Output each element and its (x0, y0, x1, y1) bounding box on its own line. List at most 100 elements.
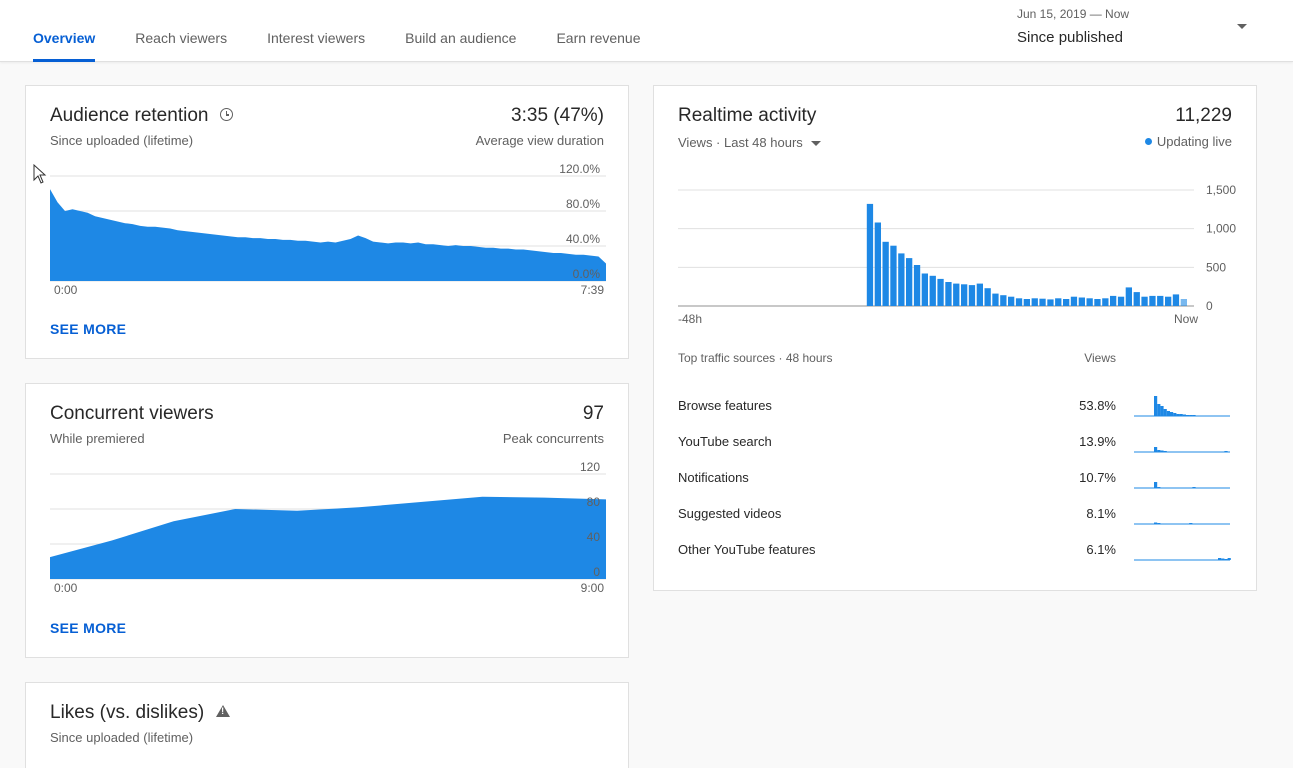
realtime-bar[interactable] (1165, 296, 1172, 306)
retention-area (50, 189, 606, 281)
peak-concurrents-label: Peak concurrents (502, 431, 604, 446)
realtime-bar[interactable] (1141, 296, 1148, 306)
traffic-source-row[interactable]: Suggested videos 8.1% (678, 502, 1232, 526)
realtime-bar[interactable] (898, 253, 905, 306)
concurrent-viewers-subtitle: While premiered (50, 431, 145, 446)
sparkline-bar (1160, 406, 1164, 416)
retention-y-tick: 120.0% (559, 162, 600, 176)
realtime-bar[interactable] (968, 285, 976, 306)
traffic-source-row[interactable]: Notifications 10.7% (678, 466, 1232, 490)
realtime-bar[interactable] (882, 241, 889, 306)
tab-build-audience[interactable]: Build an audience (405, 30, 517, 46)
realtime-bar[interactable] (984, 288, 991, 306)
traffic-sparkline (1134, 396, 1230, 417)
realtime-bar[interactable] (1117, 296, 1125, 306)
realtime-bar[interactable] (1063, 299, 1070, 306)
sparkline-bar (1170, 412, 1174, 416)
realtime-bar[interactable] (1000, 295, 1007, 306)
retention-y-tick: 80.0% (566, 197, 600, 211)
realtime-bar[interactable] (945, 282, 952, 306)
realtime-bar[interactable] (866, 203, 874, 306)
traffic-source-row[interactable]: YouTube search 13.9% (678, 430, 1232, 454)
realtime-bar[interactable] (890, 245, 897, 306)
realtime-bar[interactable] (1149, 295, 1156, 306)
realtime-bar[interactable] (1031, 298, 1038, 306)
concurrent-see-more-button[interactable]: SEE MORE (50, 620, 127, 636)
realtime-views-chart[interactable]: 1,500 1,000 500 0 -48h Now (654, 176, 1258, 326)
traffic-source-row[interactable]: Browse features 53.8% (678, 394, 1232, 418)
retention-see-more-button[interactable]: SEE MORE (50, 321, 127, 337)
realtime-bar[interactable] (906, 258, 913, 306)
audience-retention-chart[interactable]: 120.0% 80.0% 40.0% 0.0% 0:00 7:39 (26, 161, 630, 301)
sparkline-bar (1192, 415, 1196, 416)
realtime-bar[interactable] (1070, 296, 1078, 306)
realtime-bar[interactable] (1180, 299, 1187, 306)
tab-reach-viewers[interactable]: Reach viewers (135, 30, 228, 46)
concurrent-x-start: 0:00 (54, 581, 78, 595)
realtime-bar[interactable] (961, 284, 968, 306)
realtime-bar[interactable] (1023, 299, 1030, 306)
realtime-bar[interactable] (1047, 299, 1054, 306)
realtime-bar[interactable] (1110, 295, 1117, 306)
realtime-bar[interactable] (1086, 298, 1093, 306)
sparkline-bar (1154, 447, 1158, 452)
views-period-dropdown[interactable]: Views · Last 48 hours (678, 135, 821, 150)
sparkline-bar (1195, 415, 1199, 416)
traffic-sparkline (1134, 482, 1230, 489)
concurrent-x-end: 9:00 (581, 581, 605, 595)
realtime-bar[interactable] (953, 283, 960, 306)
peak-concurrents-value: 97 (582, 403, 604, 424)
concurrent-y-tick: 0 (593, 565, 600, 579)
realtime-bar[interactable] (1102, 298, 1109, 306)
realtime-bar[interactable] (1172, 294, 1180, 306)
warning-icon[interactable] (216, 704, 231, 717)
sparkline-bar (1208, 451, 1212, 452)
realtime-bar[interactable] (1015, 298, 1023, 306)
sparkline-bar (1182, 414, 1186, 416)
sparkline-bar (1160, 487, 1164, 488)
sparkline-bar (1189, 523, 1193, 524)
realtime-bar[interactable] (1133, 292, 1140, 306)
realtime-bar[interactable] (937, 278, 944, 306)
average-view-duration-label: Average view duration (475, 133, 604, 148)
realtime-bar[interactable] (1125, 287, 1132, 306)
sparkline-bar (1186, 415, 1190, 416)
realtime-bar[interactable] (1055, 298, 1062, 306)
tab-overview[interactable]: Overview (33, 0, 96, 62)
likes-title: Likes (vs. dislikes) (50, 702, 205, 723)
retention-x-end: 7:39 (581, 283, 605, 297)
realtime-bar[interactable] (874, 222, 881, 307)
realtime-bar[interactable] (1078, 297, 1085, 307)
audience-retention-title: Audience retention (50, 105, 209, 126)
date-range-dropdown[interactable]: Jun 15, 2019 — Now Since published (1017, 7, 1257, 53)
concurrent-viewers-card: Concurrent viewers While premiered 97 Pe… (25, 383, 629, 658)
sparkline-bar (1221, 558, 1225, 560)
sparkline-bar (1170, 523, 1174, 524)
realtime-bar[interactable] (1094, 299, 1101, 306)
traffic-source-name: Suggested videos (678, 506, 782, 521)
sparkline-bar (1221, 415, 1225, 416)
realtime-bar[interactable] (921, 273, 928, 307)
traffic-source-row[interactable]: Other YouTube features 6.1% (678, 538, 1232, 562)
sparkline-bar (1154, 482, 1158, 488)
realtime-bar[interactable] (992, 293, 999, 306)
traffic-sparkline (1134, 522, 1230, 525)
realtime-bar[interactable] (913, 265, 921, 306)
realtime-bar[interactable] (929, 275, 936, 306)
updating-live-indicator: Updating live (1144, 134, 1232, 149)
likes-subtitle: Since uploaded (lifetime) (50, 730, 194, 745)
clock-icon[interactable] (220, 108, 234, 122)
chevron-down-icon[interactable] (1237, 24, 1247, 29)
live-dot-icon (1144, 138, 1152, 146)
concurrent-viewers-chart[interactable]: 120 80 40 0 0:00 9:00 (26, 459, 630, 599)
realtime-bar[interactable] (1039, 298, 1046, 306)
tab-interest-viewers[interactable]: Interest viewers (267, 30, 366, 46)
traffic-sources-title: Top traffic sources · 48 hours (678, 351, 833, 365)
sparkline-bar (1154, 522, 1158, 524)
realtime-bar[interactable] (976, 283, 983, 306)
sparkline-bar (1218, 451, 1222, 452)
tab-earn-revenue[interactable]: Earn revenue (556, 30, 641, 46)
retention-x-start: 0:00 (54, 283, 78, 297)
realtime-bar[interactable] (1157, 295, 1164, 306)
realtime-bar[interactable] (1008, 296, 1015, 306)
